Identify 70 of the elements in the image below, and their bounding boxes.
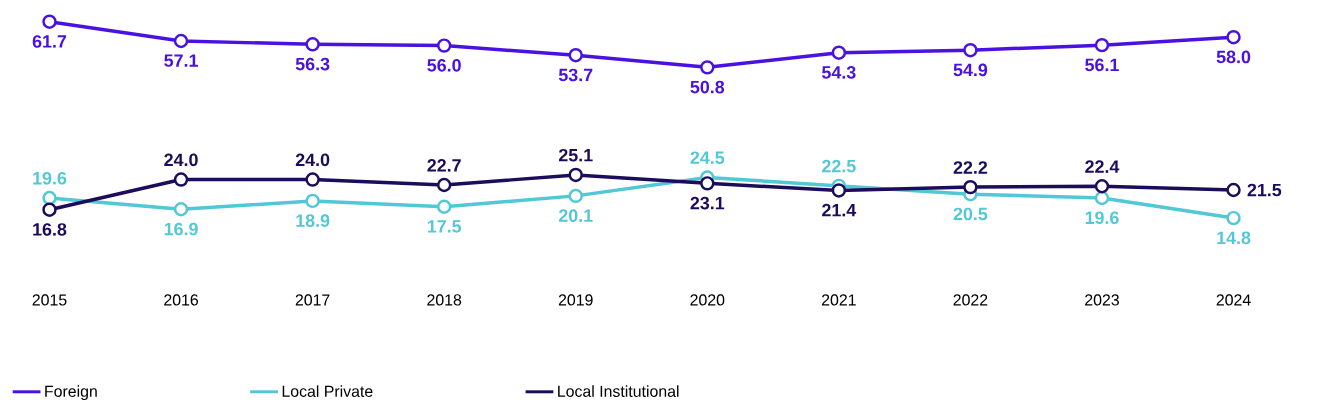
legend-label: Local Private <box>282 385 373 397</box>
point <box>305 193 320 209</box>
point <box>1094 37 1110 53</box>
point <box>831 183 847 198</box>
point <box>700 60 715 75</box>
point <box>173 33 189 49</box>
point <box>173 202 189 217</box>
data-label: 22.4 <box>1085 160 1120 173</box>
data-label: 21.4 <box>822 203 857 217</box>
data-label: 16.9 <box>164 222 198 236</box>
data-label: 22.5 <box>822 159 856 173</box>
data-label: 23.1 <box>690 196 725 210</box>
data-label: 54.3 <box>822 66 856 79</box>
data-label: 25.1 <box>558 148 593 162</box>
x-tick-label: 2024 <box>1216 294 1251 306</box>
data-label: 53.7 <box>558 68 593 82</box>
x-tick-label: 2016 <box>164 294 199 306</box>
point <box>1226 182 1241 198</box>
data-label: 14.8 <box>1217 231 1251 245</box>
data-label: 16.8 <box>33 223 67 236</box>
point <box>568 48 583 63</box>
point <box>305 37 320 52</box>
data-label: 19.6 <box>1085 211 1119 225</box>
point <box>436 177 452 193</box>
point <box>42 202 57 217</box>
data-label: 58.0 <box>1216 50 1251 64</box>
x-tick-label: 2019 <box>558 294 593 306</box>
x-tick-label: 2023 <box>1085 294 1119 306</box>
point <box>173 172 189 187</box>
legend-label: Local Institutional <box>558 385 679 397</box>
data-label: 18.9 <box>296 214 330 228</box>
data-label: 57.1 <box>164 54 198 67</box>
x-tick-label: 2022 <box>953 294 988 306</box>
data-label: 61.7 <box>32 35 67 48</box>
point <box>436 199 452 214</box>
point <box>42 190 57 206</box>
point <box>831 45 847 60</box>
point <box>42 14 57 29</box>
data-label: 22.7 <box>427 159 461 172</box>
data-label: 22.2 <box>953 161 988 174</box>
point <box>1094 179 1110 194</box>
point <box>305 172 320 187</box>
data-label: 17.5 <box>427 220 462 233</box>
point <box>1226 210 1241 226</box>
point <box>963 43 978 58</box>
point <box>1226 30 1241 45</box>
x-tick-label: 2021 <box>822 294 856 306</box>
legend-label: Foreign <box>45 385 97 401</box>
point <box>568 167 583 183</box>
data-label: 24.5 <box>690 151 725 165</box>
x-tick-label: 2015 <box>32 294 67 306</box>
data-label: 24.0 <box>164 153 198 167</box>
data-label: 21.5 <box>1247 183 1282 197</box>
x-tick-label: 2020 <box>690 294 725 306</box>
data-label: 24.0 <box>295 153 330 167</box>
point <box>1094 190 1110 206</box>
data-label: 20.5 <box>953 207 988 221</box>
data-label: 54.9 <box>953 63 988 77</box>
data-label: 19.6 <box>33 171 67 185</box>
data-label: 56.3 <box>295 57 330 71</box>
x-tick-label: 2018 <box>427 294 462 306</box>
data-label: 50.8 <box>690 80 725 94</box>
point <box>700 176 715 191</box>
data-label: 56.0 <box>427 59 461 72</box>
point <box>963 179 978 195</box>
data-label: 20.1 <box>558 209 593 222</box>
point <box>568 188 583 204</box>
x-tick-label: 2017 <box>295 294 330 306</box>
data-label: 56.1 <box>1085 58 1119 72</box>
point <box>436 38 452 53</box>
